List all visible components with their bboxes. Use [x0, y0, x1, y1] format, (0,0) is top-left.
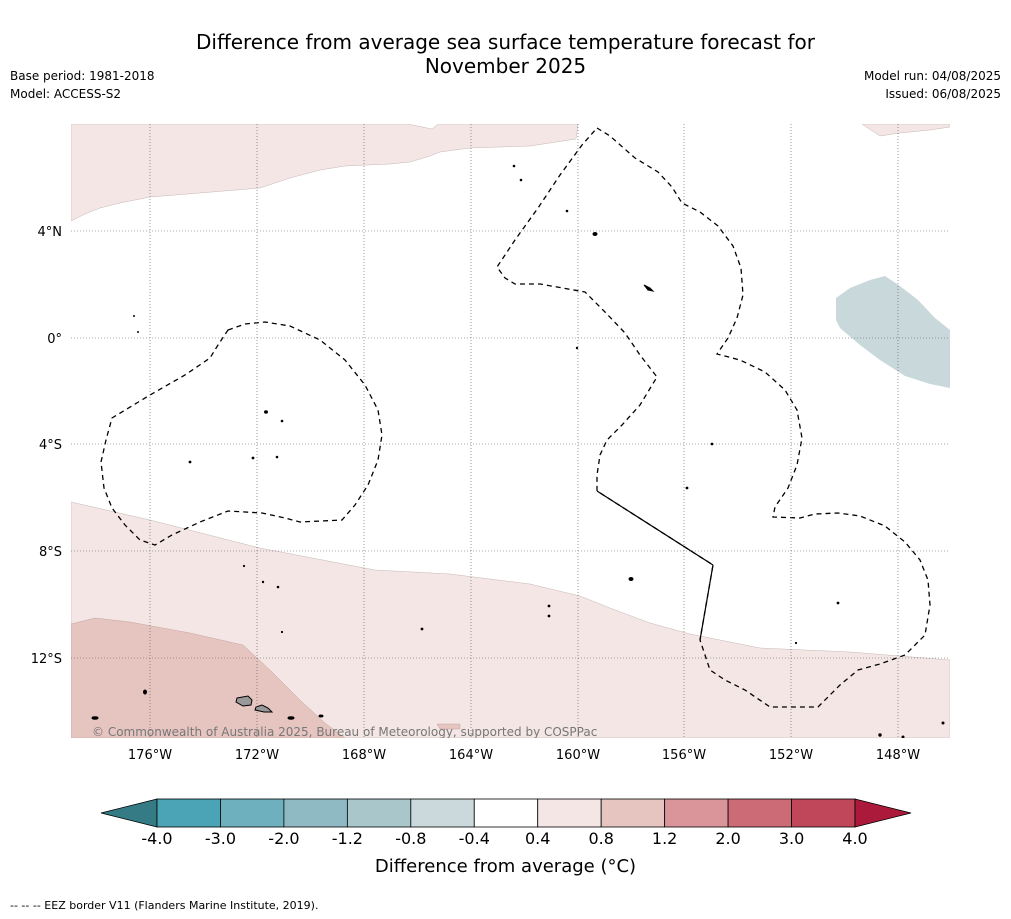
eez-borders	[100, 127, 931, 708]
lat-label-12s: 12°S	[31, 652, 62, 667]
chart-title: Difference from average sea surface temp…	[0, 30, 1011, 78]
title-line-2: November 2025	[424, 54, 587, 78]
lon-label-156w: 156°W	[662, 748, 706, 763]
colorbar-segment	[220, 798, 285, 828]
colorbar-segment	[156, 798, 221, 828]
colorbar-tick-label: -2.0	[268, 829, 299, 848]
warm-anomaly-northeast	[861, 124, 950, 137]
lon-label-172w: 172°W	[235, 748, 279, 763]
base-period: Base period: 1981-2018	[10, 69, 155, 83]
gridlines	[71, 124, 950, 738]
cool-anomaly-east	[836, 276, 950, 388]
title-line-1: Difference from average sea surface temp…	[195, 30, 815, 54]
colorbar-low-extend	[100, 798, 158, 828]
colorbar-segment	[664, 798, 729, 828]
lat-label-4n: 4°N	[38, 225, 63, 240]
colorbar-tick-label: -1.2	[332, 829, 363, 848]
lon-label-160w: 160°W	[556, 748, 600, 763]
colorbar-tick-label: 0.4	[525, 829, 550, 848]
lat-label-8s: 8°S	[39, 545, 62, 560]
lon-label-148w: 148°W	[876, 748, 920, 763]
colorbar: -4.0 -3.0 -2.0 -1.2 -0.8 -0.4 0.4 0.8 1.2 2.0 3.0 4…	[100, 798, 912, 848]
lon-labels: 176°W 172°W 168°W 164°W 160°W 156°W 152°…	[128, 748, 920, 763]
colorbar-tick-label: 3.0	[779, 829, 804, 848]
meta-right: Model run: 04/08/2025 Issued: 06/08/2025	[864, 67, 1001, 103]
colorbar-tick-label: -0.4	[459, 829, 490, 848]
colorbar-tick-label: 1.2	[652, 829, 677, 848]
issued-date: Issued: 06/08/2025	[885, 87, 1001, 101]
colorbar-segment	[791, 798, 856, 828]
eez-solid-segments	[596, 490, 714, 641]
colorbar-high-extend	[854, 798, 912, 828]
eez-border-west	[100, 321, 383, 546]
colorbar-tick-label: -0.8	[395, 829, 426, 848]
colorbar-segment	[473, 798, 539, 828]
model-name: Model: ACCESS-S2	[10, 87, 122, 101]
colorbar-label: Difference from average (°C)	[374, 856, 637, 877]
colorbar-segment	[600, 798, 666, 828]
map-area: © Commonwealth of Australia 2025, Bureau…	[71, 124, 950, 739]
warm-anomaly-south	[71, 501, 950, 738]
colorbar-segment	[283, 798, 348, 828]
colorbar-tick-label: -4.0	[141, 829, 172, 848]
warm-anomaly-southwest	[71, 617, 346, 738]
colorbar-tick-label: -3.0	[205, 829, 236, 848]
colorbar-segment	[537, 798, 602, 828]
lon-label-168w: 168°W	[342, 748, 386, 763]
lat-label-4s: 4°S	[39, 438, 62, 453]
lat-labels: 4°N 0° 4°S 8°S 12°S	[31, 225, 62, 667]
islands	[91, 164, 945, 738]
colorbar-segment	[727, 798, 792, 828]
copyright-text: © Commonwealth of Australia 2025, Bureau…	[92, 725, 597, 739]
lon-label-176w: 176°W	[128, 748, 172, 763]
colorbar-tick-label: 4.0	[842, 829, 867, 848]
eez-footnote: -- -- -- EEZ border V11 (Flanders Marine…	[10, 899, 319, 912]
colorbar-segment	[346, 798, 412, 828]
warm-anomaly-north	[71, 124, 579, 222]
colorbar-segment	[410, 798, 475, 828]
colorbar-tick-label: 0.8	[588, 829, 613, 848]
model-run: Model run: 04/08/2025	[863, 69, 1001, 83]
lon-label-152w: 152°W	[769, 748, 813, 763]
colorbar-tick-label: 2.0	[715, 829, 740, 848]
meta-left: Base period: 1981-2018 Model: ACCESS-S2	[10, 67, 155, 103]
lon-label-164w: 164°W	[449, 748, 493, 763]
warm-anomaly-small	[436, 723, 461, 730]
lat-label-0: 0°	[47, 332, 62, 347]
